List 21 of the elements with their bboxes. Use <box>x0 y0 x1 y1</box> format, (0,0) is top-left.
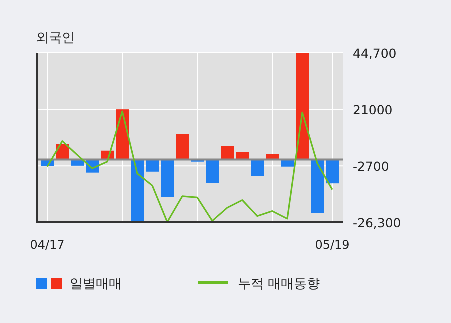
bar <box>251 160 264 176</box>
y-tick-label: 21000 <box>353 102 393 118</box>
y-tick-label: 44,700 <box>353 46 397 61</box>
bar <box>281 160 294 167</box>
legend-label: 누적 매매동향 <box>238 277 320 292</box>
legend-label: 일별매매 <box>70 277 122 292</box>
bar <box>146 160 159 172</box>
bar <box>296 53 309 160</box>
bar <box>161 160 174 198</box>
chart-title: 외국인 <box>36 31 75 46</box>
x-tick-label: 05/19 <box>315 238 350 252</box>
line-series <box>46 110 334 224</box>
y-tick-label: -2700 <box>353 159 390 174</box>
bar <box>206 160 219 184</box>
bar <box>326 160 339 184</box>
bar <box>176 134 189 160</box>
bar <box>221 146 234 160</box>
y-tick-label: -26,300 <box>353 216 402 230</box>
bar <box>311 160 324 214</box>
bar <box>131 160 144 222</box>
x-tick-label: 04/17 <box>30 238 65 252</box>
